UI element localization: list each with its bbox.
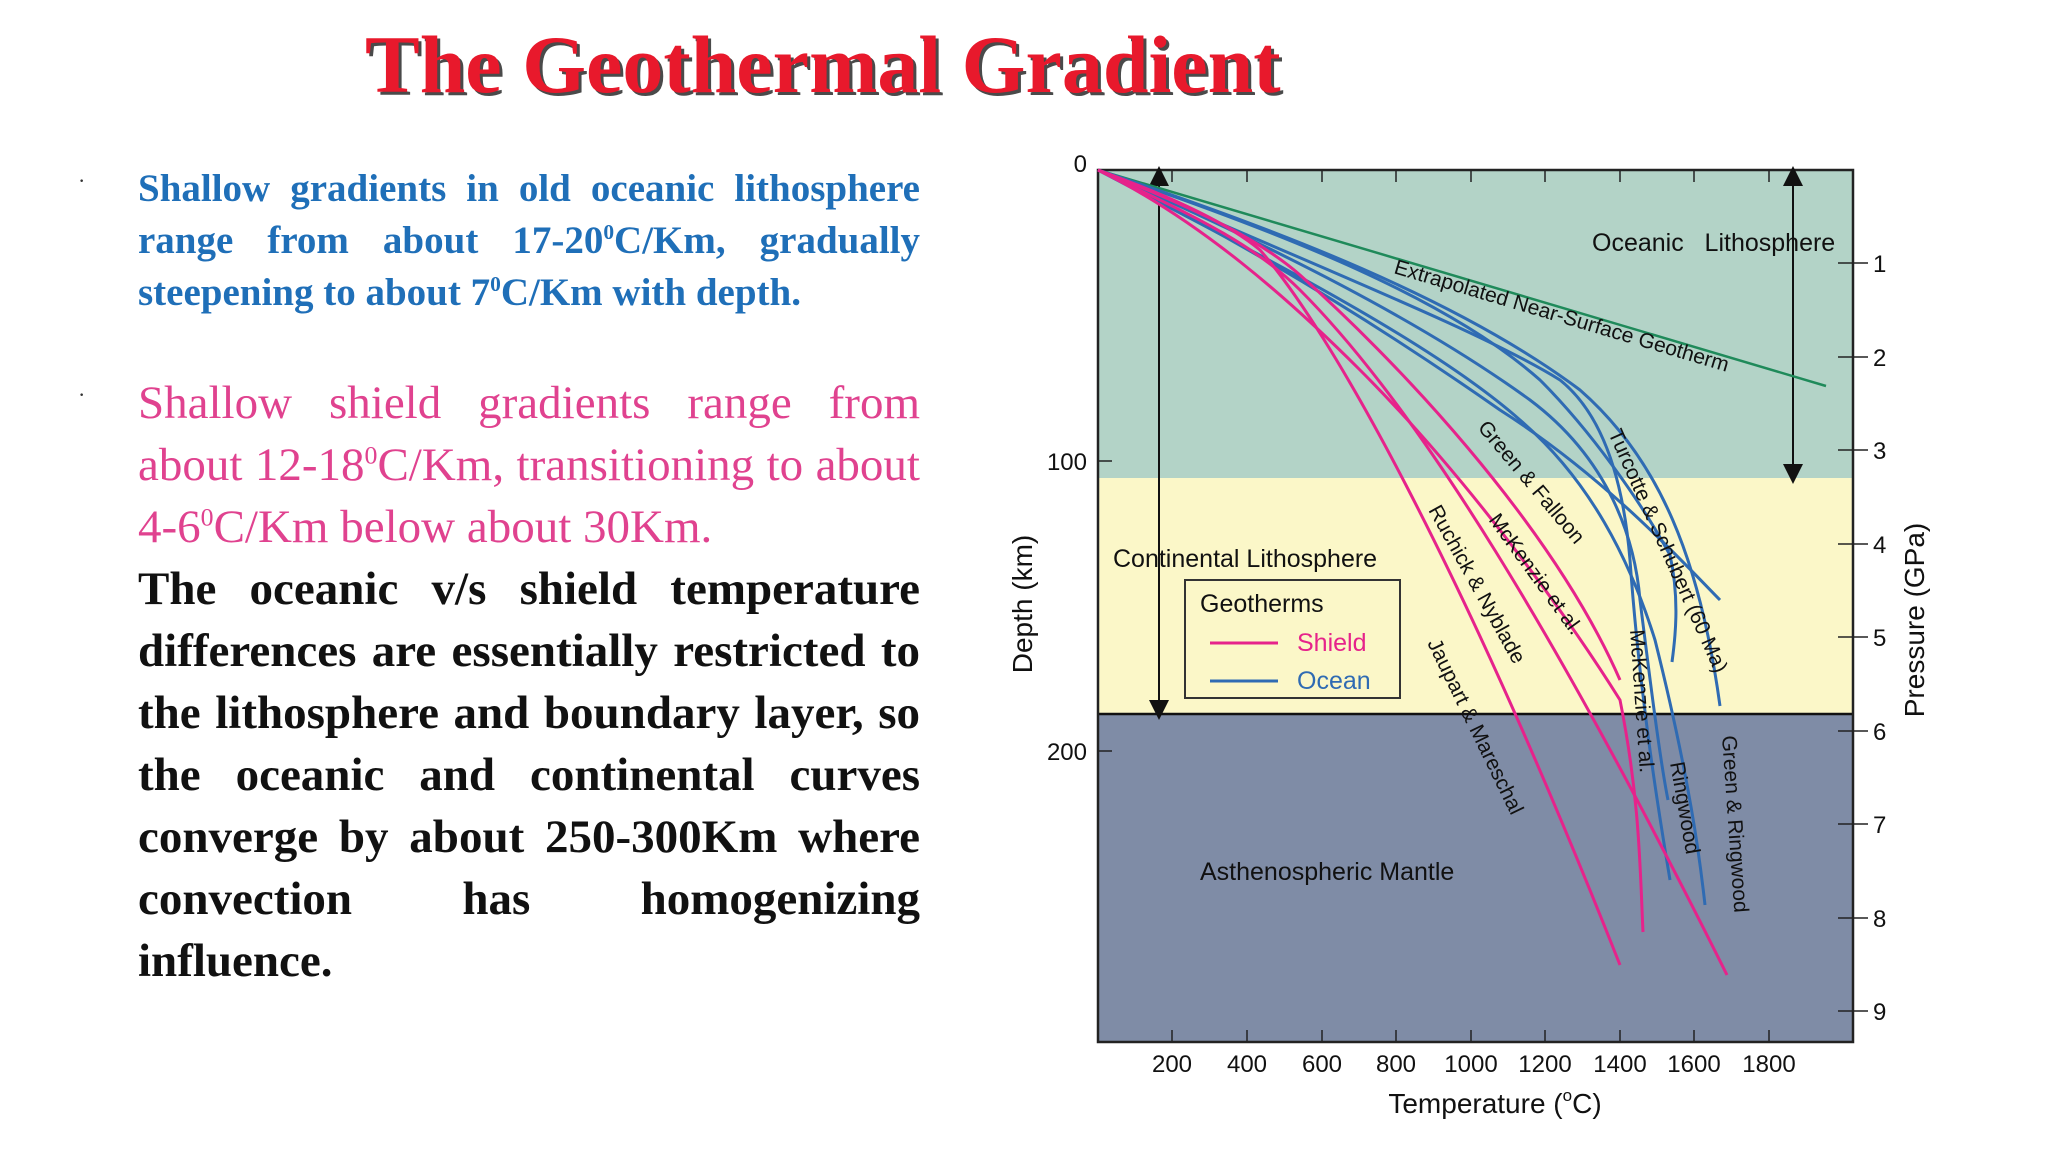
bullet-marker: · xyxy=(78,168,86,193)
asthenosphere-zone-label: Asthenospheric Mantle xyxy=(1200,858,1454,886)
bullet-oceanic-gradients: Shallow gradients in old oceanic lithosp… xyxy=(138,167,921,314)
x-tick: 800 xyxy=(1376,1051,1416,1078)
ocean-curve-2 xyxy=(1097,168,1707,906)
oceanic-zone-label: Oceanic Lithosphere xyxy=(1592,229,1835,257)
shield-curves xyxy=(1097,168,1729,976)
x-tick: 1200 xyxy=(1518,1051,1571,1078)
legend-title: Geotherms xyxy=(1200,590,1324,618)
depth-ticks xyxy=(1098,460,1112,752)
x-tick-labels: 200 400 600 800 1000 1200 1400 1600 1800 xyxy=(1152,1051,1796,1078)
asthenosphere-zone xyxy=(1098,714,1853,1042)
ocean-curve-6 xyxy=(1097,168,1722,707)
legend-shield-label: Shield xyxy=(1297,629,1367,657)
geotherm-diagram: Oceanic Lithosphere Continental Lithosph… xyxy=(1007,151,1930,1119)
depth-tick: 200 xyxy=(1047,739,1087,766)
ocean-curve-5 xyxy=(1097,168,1722,602)
extrapolated-geotherm-curve xyxy=(1097,168,1827,388)
bullet-marker: · xyxy=(78,382,86,407)
ocean-curves xyxy=(1097,168,1722,906)
shield-curve-ringwood xyxy=(1097,168,1645,933)
plot-frame xyxy=(1096,168,1855,1044)
pressure-tick: 9 xyxy=(1873,999,1886,1026)
top-ticks xyxy=(1171,170,1770,182)
depth-tick: 100 xyxy=(1047,449,1087,476)
pressure-tick: 5 xyxy=(1873,625,1886,652)
x-tick: 200 xyxy=(1152,1051,1192,1078)
pressure-tick: 3 xyxy=(1873,438,1886,465)
shield-curve-mckenzie xyxy=(1097,168,1622,681)
pressure-tick: 2 xyxy=(1873,345,1886,372)
x-tick: 1000 xyxy=(1444,1051,1497,1078)
x-axis-label: Temperature (oC) xyxy=(1388,1086,1601,1119)
ocean-curve-4 xyxy=(1097,168,1670,801)
paragraph-convergence: The oceanic v/s shield temperature diffe… xyxy=(138,563,920,987)
pressure-tick-labels: 1 2 3 4 5 6 7 8 9 xyxy=(1873,251,1886,1026)
bullet-shield-gradients: Shallow shield gradients range from abou… xyxy=(138,377,920,553)
depth-tick: 0 xyxy=(1074,151,1087,178)
continental-zone-label: Continental Lithosphere xyxy=(1113,545,1377,573)
pressure-ticks xyxy=(1838,262,1868,1012)
pressure-tick: 7 xyxy=(1873,812,1886,839)
slide-title: The Geothermal Gradient xyxy=(365,19,1281,110)
pressure-tick: 6 xyxy=(1873,719,1886,746)
y-axis-label-pressure: Pressure (GPa) xyxy=(1899,523,1930,718)
legend-box xyxy=(1184,579,1401,699)
ocean-curve-3 xyxy=(1097,168,1672,881)
legend-ocean-label: Ocean xyxy=(1297,667,1371,695)
depth-tick-labels: 0 100 200 xyxy=(1047,151,1087,766)
x-tick: 600 xyxy=(1302,1051,1342,1078)
x-tick: 1400 xyxy=(1593,1051,1646,1078)
ocean-curve-1 xyxy=(1097,168,1678,663)
bottom-ticks xyxy=(1171,1030,1770,1042)
pressure-tick: 1 xyxy=(1873,251,1886,278)
x-tick: 1800 xyxy=(1742,1051,1795,1078)
x-tick: 400 xyxy=(1227,1051,1267,1078)
pressure-tick: 8 xyxy=(1873,906,1886,933)
pressure-tick: 4 xyxy=(1873,532,1886,559)
x-tick: 1600 xyxy=(1667,1051,1720,1078)
shield-curve-ruchick xyxy=(1097,168,1729,976)
y-axis-label-depth: Depth (km) xyxy=(1007,535,1038,673)
